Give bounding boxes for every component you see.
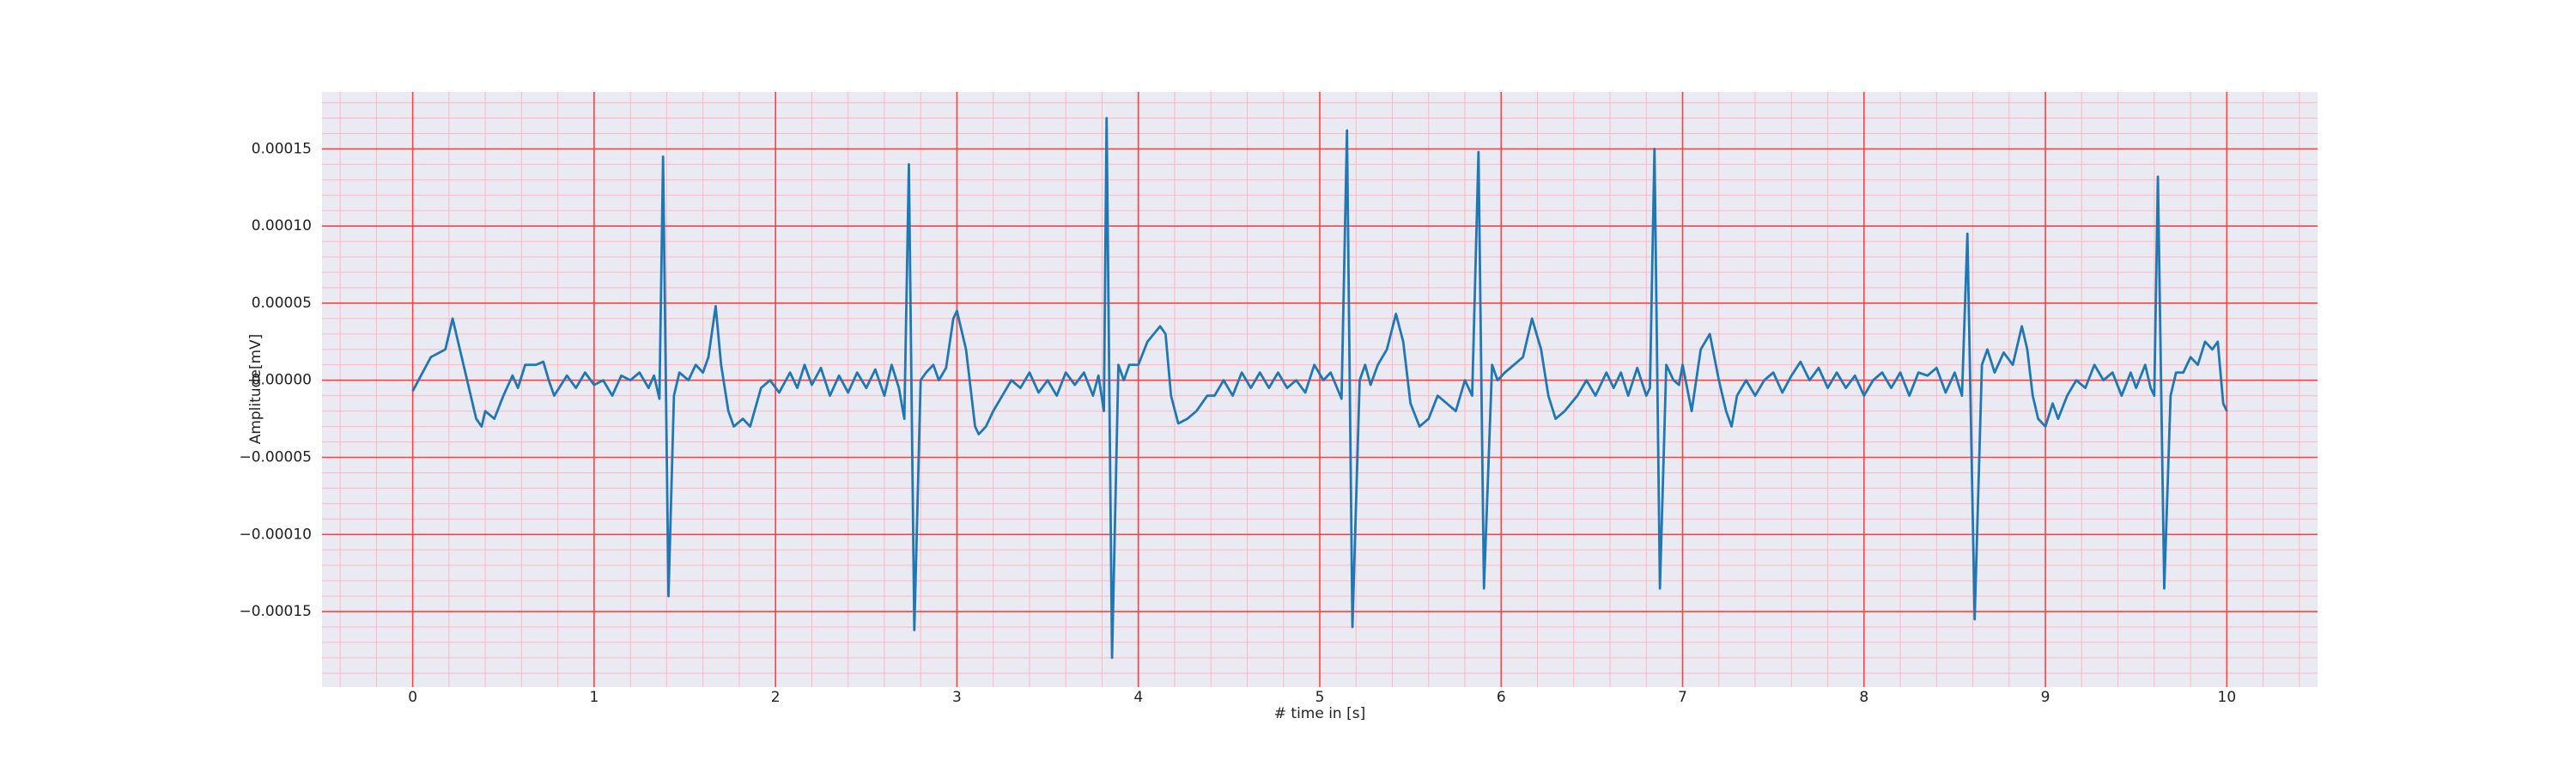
x-tick-label: 8 bbox=[1859, 689, 1868, 706]
x-tick-label: 4 bbox=[1133, 689, 1143, 706]
y-tick-label: −0.00010 bbox=[239, 526, 312, 543]
x-axis-label: # time in [s] bbox=[1274, 705, 1365, 722]
grid bbox=[322, 92, 2318, 687]
y-tick-label: 0.00015 bbox=[252, 140, 312, 157]
y-tick-label: 0.00005 bbox=[252, 295, 312, 312]
x-tick-label: 5 bbox=[1315, 689, 1325, 706]
y-tick-label: −0.00005 bbox=[239, 448, 312, 466]
y-tick-label: 0.00010 bbox=[252, 217, 312, 234]
y-tick-label: −0.00015 bbox=[239, 603, 312, 620]
ecg-line bbox=[411, 117, 2228, 660]
x-tick-label: 10 bbox=[2218, 689, 2237, 706]
x-tick-label: 9 bbox=[2041, 689, 2050, 706]
x-tick-label: 3 bbox=[952, 689, 962, 706]
x-tick-label: 6 bbox=[1497, 689, 1506, 706]
x-tick-label: 0 bbox=[408, 689, 417, 706]
axes: 0 1 2 3 4 5 6 7 8 9 10 −0.00015 −0.00010 −0.00005 0.00… bbox=[239, 117, 2237, 706]
y-axis-label: Amplitude[mV] bbox=[247, 334, 264, 445]
x-tick-label: 7 bbox=[1678, 689, 1687, 706]
x-tick-label: 1 bbox=[589, 689, 598, 706]
x-tick-label: 2 bbox=[771, 689, 781, 706]
y-tick-label: 0.00000 bbox=[252, 372, 312, 389]
